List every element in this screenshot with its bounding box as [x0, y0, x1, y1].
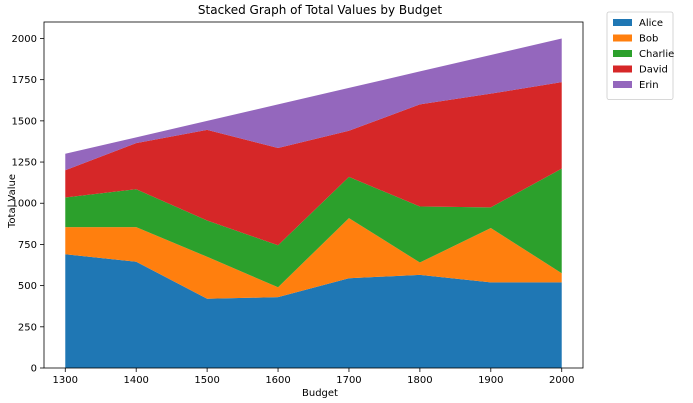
legend-swatch-charlie: [613, 50, 632, 57]
x-tick-label: 1400: [123, 375, 148, 386]
legend-label-alice: Alice: [639, 18, 663, 29]
legend-label-david: David: [639, 65, 668, 76]
legend-swatch-david: [613, 65, 632, 73]
y-tick-label: 1500: [12, 116, 37, 127]
y-axis-ticks: 0 250 500 750 1000 1250 1500 1750 2000: [12, 34, 44, 375]
y-tick-label: 500: [18, 281, 37, 292]
x-tick-label: 1800: [407, 375, 432, 386]
series-areas: [65, 38, 562, 368]
x-tick-label: 1300: [53, 375, 78, 386]
legend-label-erin: Erin: [639, 80, 659, 91]
legend-swatch-erin: [613, 81, 632, 88]
x-tick-label: 1900: [478, 375, 503, 386]
area-alice: [65, 254, 562, 368]
x-tick-label: 1500: [194, 375, 219, 386]
legend-label-bob: Bob: [639, 34, 658, 45]
chart-title: Stacked Graph of Total Values by Budget: [198, 3, 442, 17]
legend-label-charlie: Charlie: [639, 49, 674, 60]
y-tick-label: 250: [18, 322, 37, 333]
x-axis-label: Budget: [302, 388, 338, 399]
area-erin: [65, 38, 562, 171]
y-axis-label: Total Value: [7, 174, 18, 229]
y-tick-label: 1250: [12, 158, 37, 169]
y-tick-label: 0: [31, 364, 37, 375]
legend-box: [606, 11, 674, 100]
legend: Alice Bob Charlie David Erin: [606, 11, 674, 100]
x-tick-label: 1700: [336, 375, 361, 386]
legend-swatch-bob: [613, 34, 632, 42]
legend-swatch-alice: [613, 19, 632, 26]
x-tick-label: 1600: [265, 375, 290, 386]
area-charlie: [65, 168, 562, 288]
y-tick-label: 750: [18, 240, 37, 251]
x-tick-label: 2000: [549, 375, 574, 386]
area-david: [65, 82, 562, 246]
plot-frame: [43, 21, 584, 369]
y-tick-label: 2000: [12, 34, 37, 45]
y-tick-label: 1750: [12, 75, 37, 86]
y-tick-label: 1000: [12, 199, 37, 210]
x-axis-ticks: 1300 1400 1500 1600 1700 1800 1900 2000: [53, 368, 574, 386]
area-bob: [65, 218, 562, 299]
